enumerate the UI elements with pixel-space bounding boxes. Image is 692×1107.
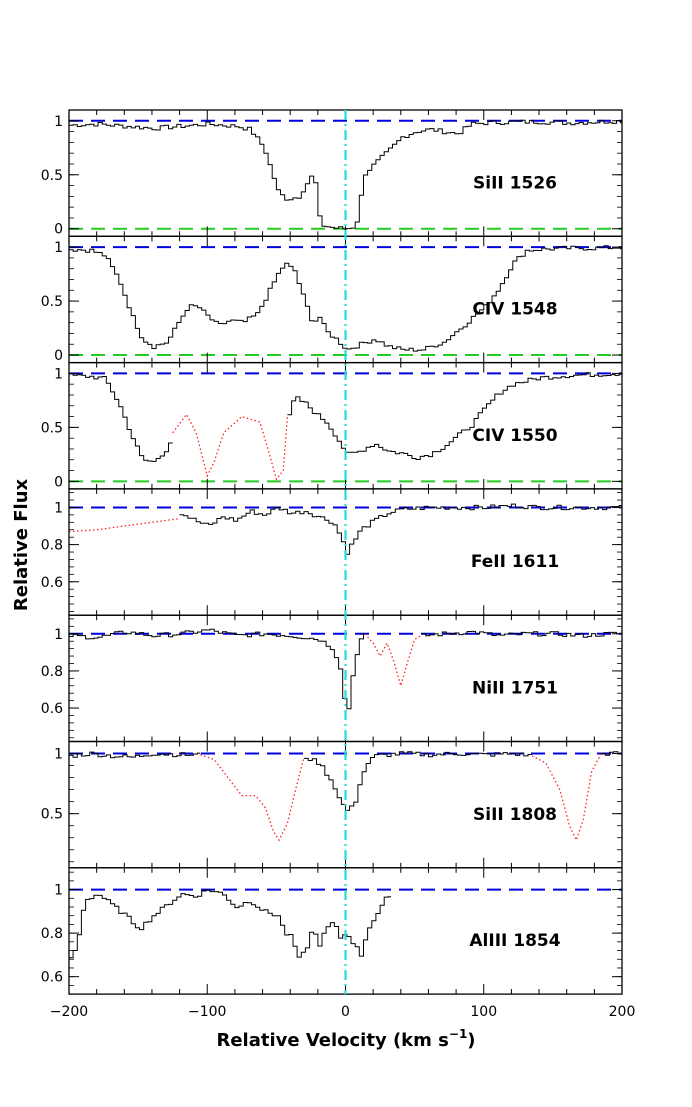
- spectrum-trace: [69, 245, 622, 352]
- y-tick-label: 0.6: [41, 575, 63, 591]
- panel-label: AlIII 1854: [469, 931, 560, 951]
- spectrum-trace: [304, 751, 533, 811]
- blend-trace: [364, 633, 422, 689]
- y-tick-label: 1: [54, 240, 63, 256]
- blend-trace: [531, 753, 602, 842]
- y-tick-label: 0: [54, 348, 63, 364]
- y-tick-label: 1: [54, 366, 63, 382]
- x-tick-label: 200: [609, 1004, 636, 1020]
- y-tick-label: 0.5: [41, 420, 63, 436]
- y-tick-label: 0: [54, 222, 63, 238]
- panel-label: CIV 1548: [472, 300, 557, 320]
- spectrum-trace: [69, 119, 622, 230]
- panel-0: 0 0.5 1 SiII 1526: [41, 109, 623, 238]
- y-tick-label: 0: [54, 474, 63, 490]
- x-tick-label: 0: [341, 1004, 350, 1020]
- x-tick-label: −100: [188, 1004, 226, 1020]
- y-tick-label: 0.8: [41, 538, 63, 554]
- panel-6: 0.6 0.8 1 AlIII 1854: [41, 867, 623, 995]
- y-tick-label: 0.5: [41, 807, 63, 823]
- spectrum-trace: [179, 503, 622, 555]
- x-axis: −200 −100 0 100 200: [50, 1004, 636, 1020]
- panel-label: FeII 1611: [471, 552, 559, 572]
- y-tick-label: 1: [54, 500, 63, 516]
- spectrum-trace: [69, 751, 201, 759]
- y-tick-label: 1: [54, 114, 63, 130]
- panel-label: SiII 1808: [473, 805, 557, 825]
- y-tick-label: 0.5: [41, 294, 63, 310]
- blend-trace: [200, 754, 305, 842]
- y-tick-label: 0.6: [41, 701, 63, 717]
- y-tick-label: 0.8: [41, 664, 63, 680]
- spectrum-trace: [69, 628, 365, 710]
- blend-trace: [68, 517, 180, 533]
- y-tick-label: 0.6: [41, 970, 63, 986]
- panel-4: 0.6 0.8 1 NiII 1751: [41, 614, 623, 743]
- y-tick-label: 0.8: [41, 926, 63, 942]
- spectrum-trace: [601, 751, 622, 756]
- spectrum-trace: [287, 372, 622, 460]
- blend-trace: [172, 413, 289, 481]
- panel-3: 0.6 0.8 1 FeII 1611: [41, 488, 623, 616]
- panel-label: NiII 1751: [472, 679, 558, 699]
- y-axis-title: Relative Flux: [11, 478, 32, 611]
- x-axis-title: Relative Velocity (km s−1): [216, 1027, 475, 1051]
- spectrum-trace: [421, 630, 622, 638]
- panel-2: 0 0.5 1 CIV 1550: [41, 361, 623, 490]
- y-tick-label: 1: [54, 747, 63, 763]
- panel-label: CIV 1550: [472, 426, 557, 446]
- x-tick-label: −200: [50, 1004, 88, 1020]
- panel-1: 0 0.5 1 CIV 1548: [41, 235, 623, 364]
- x-tick-label: 100: [470, 1004, 497, 1020]
- spectrum-trace: [69, 373, 173, 462]
- panel-5: 0.5 1 SiII 1808: [41, 740, 623, 869]
- y-tick-label: 1: [54, 627, 63, 643]
- y-tick-label: 1: [54, 883, 63, 899]
- spectrum-trace: [69, 889, 392, 959]
- y-tick-label: 0.5: [41, 168, 63, 184]
- panel-label: SiII 1526: [473, 173, 557, 193]
- panels-group: 0 0.5 1 SiII 1526 0 0.5 1 CIV 1548 0 0.5 1 CIV 1550…: [41, 109, 623, 995]
